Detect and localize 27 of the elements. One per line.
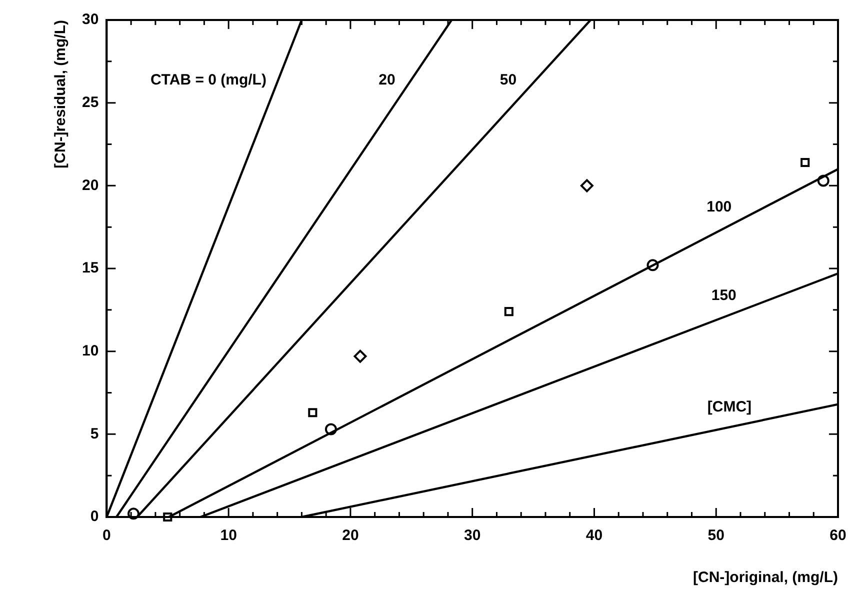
y-tick-label: 10: [82, 342, 99, 360]
y-tick-label: 0: [90, 508, 99, 526]
x-tick-label: 0: [102, 527, 111, 544]
point: [308, 408, 318, 418]
x-tick-label: 60: [830, 527, 846, 544]
x-tick-label: 10: [220, 527, 237, 544]
y-tick-label: 20: [82, 176, 99, 194]
y-tick-label: 25: [82, 94, 99, 111]
x-tick-label: 30: [464, 527, 481, 544]
x-tick-label: 40: [586, 527, 603, 544]
x-tick-label: 20: [342, 527, 359, 544]
series-label: 50: [500, 72, 517, 89]
x-axis-title: [CN-]original, (mg/L): [693, 569, 838, 586]
point: [580, 179, 594, 192]
y-axis-title: [CN-]residual, (mg/L): [52, 20, 70, 168]
y-tick-label: 15: [82, 260, 99, 277]
point: [354, 350, 367, 363]
point: [800, 158, 810, 168]
x-tick-label: 50: [708, 527, 724, 544]
series-label: CTAB = 0 (mg/L): [150, 72, 266, 89]
point: [504, 307, 514, 316]
series-label: 20: [378, 72, 396, 89]
series-label: [CMC]: [707, 398, 752, 416]
series-label: 150: [711, 287, 736, 304]
series-label: 100: [706, 198, 732, 216]
y-tick-label: 30: [82, 11, 99, 28]
y-tick-label: 5: [90, 425, 99, 442]
